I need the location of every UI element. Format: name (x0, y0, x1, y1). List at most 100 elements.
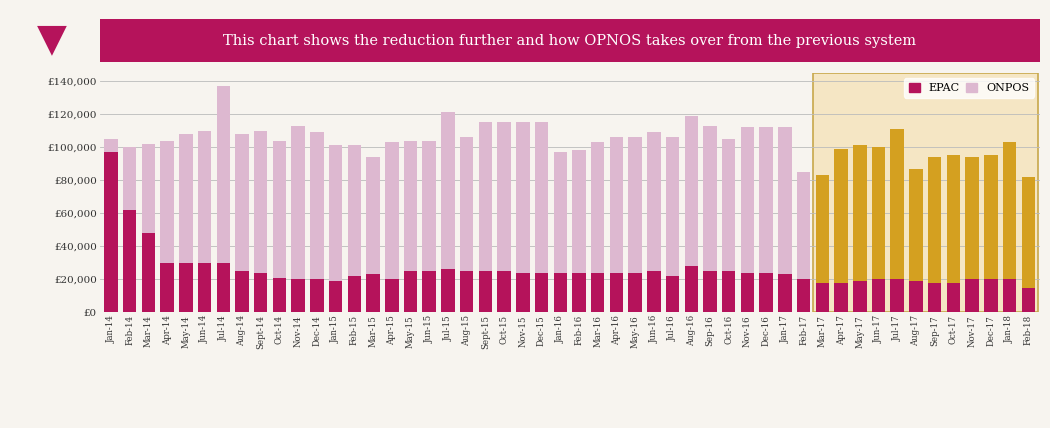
Bar (816, 282, 830, 312)
Bar (740, 127, 754, 273)
Bar (853, 281, 866, 312)
Bar (647, 132, 660, 271)
Bar (813, 73, 1037, 312)
Bar (740, 273, 754, 312)
Bar (404, 271, 417, 312)
Bar (704, 271, 717, 312)
Bar (835, 282, 847, 312)
Bar (329, 146, 342, 281)
Bar (965, 157, 979, 279)
Bar (666, 137, 679, 276)
Bar (534, 122, 548, 273)
Bar (273, 140, 287, 278)
Bar (197, 131, 211, 263)
Bar (628, 273, 642, 312)
Bar (180, 263, 192, 312)
Bar (422, 271, 436, 312)
Bar (722, 139, 735, 271)
Bar (909, 281, 923, 312)
Bar (104, 152, 118, 312)
Bar (872, 147, 885, 279)
Bar (216, 263, 230, 312)
Bar (104, 139, 118, 152)
Bar (947, 282, 960, 312)
Bar (161, 263, 174, 312)
Bar (479, 271, 492, 312)
Bar (928, 157, 942, 282)
Bar (235, 134, 249, 271)
Bar (890, 129, 904, 279)
Bar (422, 140, 436, 271)
Bar (534, 273, 548, 312)
Bar (310, 132, 323, 279)
Bar (366, 157, 380, 274)
Bar (329, 281, 342, 312)
Bar (441, 270, 455, 312)
Bar (498, 122, 511, 271)
Bar (385, 279, 399, 312)
Bar (216, 86, 230, 263)
Bar (591, 273, 605, 312)
Bar (273, 278, 287, 312)
Bar (759, 127, 773, 273)
Bar (404, 140, 417, 271)
Bar (628, 137, 642, 273)
Bar (498, 271, 511, 312)
Bar (572, 273, 586, 312)
Bar (235, 271, 249, 312)
Bar (685, 266, 698, 312)
Bar (610, 273, 623, 312)
Bar (441, 113, 455, 270)
Bar (123, 210, 136, 312)
Bar (647, 271, 660, 312)
Bar (759, 273, 773, 312)
Bar (385, 142, 399, 279)
Bar (778, 274, 792, 312)
Bar (197, 263, 211, 312)
Bar (310, 279, 323, 312)
Bar (142, 233, 155, 312)
Bar (348, 276, 361, 312)
Bar (460, 271, 474, 312)
Bar (965, 279, 979, 312)
Bar (890, 279, 904, 312)
Bar (1022, 177, 1035, 288)
Legend: EPAC, ONPOS: EPAC, ONPOS (904, 78, 1034, 98)
Bar (348, 146, 361, 276)
Bar (517, 122, 529, 273)
Bar (517, 273, 529, 312)
Bar (553, 273, 567, 312)
Bar (853, 146, 866, 281)
Bar (984, 279, 997, 312)
Bar (254, 131, 268, 273)
Bar (835, 149, 847, 282)
Bar (984, 155, 997, 279)
Bar (610, 137, 623, 273)
Bar (254, 273, 268, 312)
Bar (180, 134, 192, 263)
Bar (142, 144, 155, 233)
Bar (1003, 142, 1016, 279)
Bar (479, 122, 492, 271)
Bar (722, 271, 735, 312)
Bar (572, 151, 586, 273)
Bar (123, 147, 136, 210)
Bar (292, 279, 304, 312)
Bar (292, 126, 304, 279)
Bar (872, 279, 885, 312)
Bar (797, 172, 811, 279)
Bar (685, 116, 698, 266)
Text: This chart shows the reduction further and how OPNOS takes over from the previou: This chart shows the reduction further a… (223, 34, 917, 48)
Bar (704, 126, 717, 271)
Bar (947, 155, 960, 282)
Text: ▼: ▼ (37, 21, 67, 59)
Bar (909, 169, 923, 281)
Bar (1022, 288, 1035, 312)
Bar (591, 142, 605, 273)
Bar (460, 137, 474, 271)
Bar (928, 282, 942, 312)
Bar (778, 127, 792, 274)
Bar (553, 152, 567, 273)
Bar (1003, 279, 1016, 312)
Bar (816, 175, 830, 282)
